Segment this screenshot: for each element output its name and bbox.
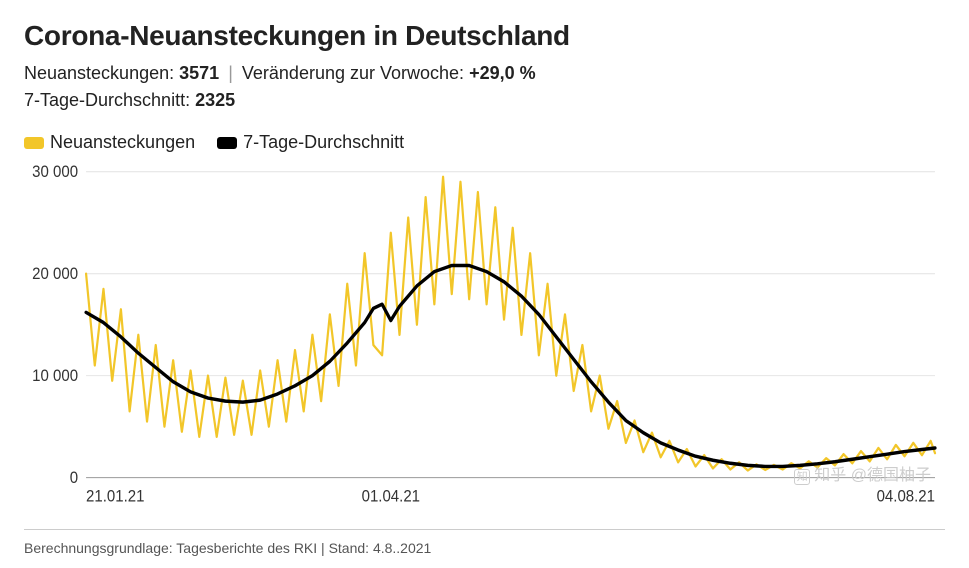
line-chart: 0 10 000 20 000 30 000 21.01.21 01.04.21 04.08… <box>24 163 945 521</box>
infections-value: 3571 <box>179 63 219 83</box>
infections-label: Neuansteckungen: <box>24 63 174 83</box>
legend-item-avg: 7-Tage-Durchschnitt <box>217 132 404 153</box>
stats-line-2: 7-Tage-Durchschnitt: 2325 <box>24 87 945 114</box>
series-infections <box>86 177 935 471</box>
legend-item-infections: Neuansteckungen <box>24 132 195 153</box>
x-tick-label: 04.08.21 <box>877 488 935 506</box>
series-avg <box>86 266 935 467</box>
avg-value: 2325 <box>195 90 235 110</box>
legend-label-avg: 7-Tage-Durchschnitt <box>243 132 404 153</box>
avg-label: 7-Tage-Durchschnitt: <box>24 90 190 110</box>
y-tick-label: 30 000 <box>32 164 78 182</box>
change-value: +29,0 % <box>469 63 536 83</box>
x-tick-label: 21.01.21 <box>86 488 144 506</box>
legend-label-infections: Neuansteckungen <box>50 132 195 153</box>
chart-legend: Neuansteckungen 7-Tage-Durchschnitt <box>24 132 945 153</box>
y-tick-label: 0 <box>70 470 79 488</box>
x-tick-label: 01.04.21 <box>362 488 420 506</box>
y-tick-label: 10 000 <box>32 368 78 386</box>
separator: | <box>228 63 233 83</box>
footer-source: Berechnungsgrundlage: Tagesberichte des … <box>24 529 945 556</box>
chart-svg: 0 10 000 20 000 30 000 21.01.21 01.04.21 04.08… <box>24 163 945 521</box>
legend-swatch-infections <box>24 137 44 149</box>
y-tick-label: 20 000 <box>32 266 78 284</box>
change-label: Veränderung zur Vorwoche: <box>242 63 464 83</box>
page-title: Corona-Neuansteckungen in Deutschland <box>24 20 945 52</box>
stats-line-1: Neuansteckungen: 3571 | Veränderung zur … <box>24 60 945 87</box>
legend-swatch-avg <box>217 137 237 149</box>
